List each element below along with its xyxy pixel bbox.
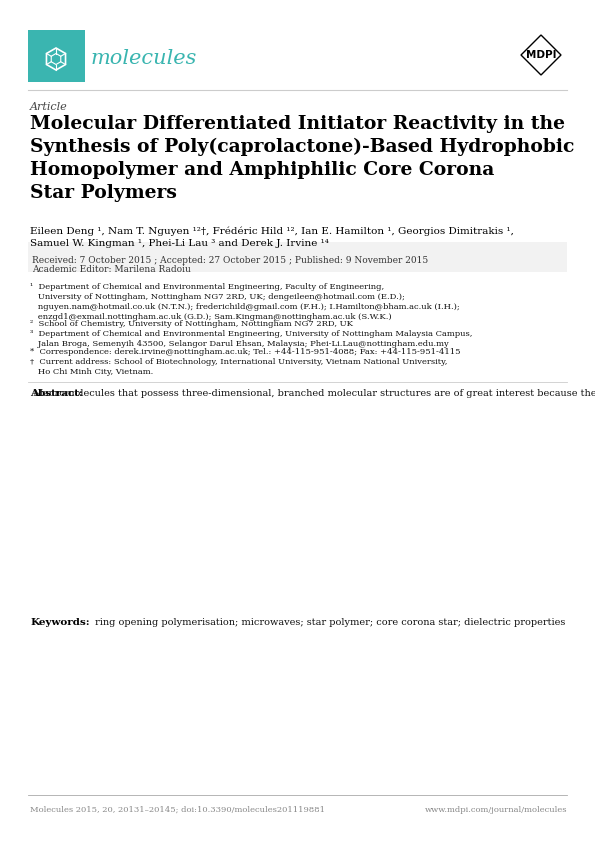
- FancyBboxPatch shape: [28, 242, 567, 272]
- Text: †  Current address: School of Biotechnology, International University, Vietnam N: † Current address: School of Biotechnolo…: [30, 358, 447, 376]
- Text: Keywords:: Keywords:: [30, 618, 90, 627]
- Text: ¹  Department of Chemical and Environmental Engineering, Faculty of Engineering,: ¹ Department of Chemical and Environment…: [30, 283, 460, 322]
- Text: Molecules 2015, 20, 20131–20145; doi:10.3390/molecules201119881: Molecules 2015, 20, 20131–20145; doi:10.…: [30, 806, 325, 814]
- Text: ²  School of Chemistry, University of Nottingham, Nottingham NG7 2RD, UK: ² School of Chemistry, University of Not…: [30, 320, 353, 328]
- FancyBboxPatch shape: [28, 30, 85, 82]
- Text: www.mdpi.com/journal/molecules: www.mdpi.com/journal/molecules: [424, 806, 567, 814]
- Text: Academic Editor: Marilena Radoiu: Academic Editor: Marilena Radoiu: [32, 265, 191, 274]
- Text: ³  Department of Chemical and Environmental Engineering, University of Nottingha: ³ Department of Chemical and Environment…: [30, 330, 472, 348]
- Text: Macromolecules that possess three-dimensional, branched molecular structures are: Macromolecules that possess three-dimens…: [30, 389, 595, 398]
- Text: Article: Article: [30, 102, 68, 112]
- Text: *  Correspondence: derek.irvine@nottingham.ac.uk; Tel.: +44-115-951-4088; Fax: +: * Correspondence: derek.irvine@nottingha…: [30, 348, 461, 356]
- Text: MDPI: MDPI: [526, 50, 556, 60]
- Text: Abstract:: Abstract:: [30, 389, 83, 398]
- Text: ring opening polymerisation; microwaves; star polymer; core corona star; dielect: ring opening polymerisation; microwaves;…: [95, 618, 565, 627]
- Text: Molecular Differentiated Initiator Reactivity in the
Synthesis of Poly(caprolact: Molecular Differentiated Initiator React…: [30, 115, 574, 202]
- Text: Received: 7 October 2015 ; Accepted: 27 October 2015 ; Published: 9 November 201: Received: 7 October 2015 ; Accepted: 27 …: [32, 256, 428, 265]
- Text: molecules: molecules: [91, 49, 198, 67]
- Text: Eileen Deng ¹, Nam T. Nguyen ¹²†, Frédéric Hild ¹², Ian E. Hamilton ¹, Georgios : Eileen Deng ¹, Nam T. Nguyen ¹²†, Frédér…: [30, 226, 514, 248]
